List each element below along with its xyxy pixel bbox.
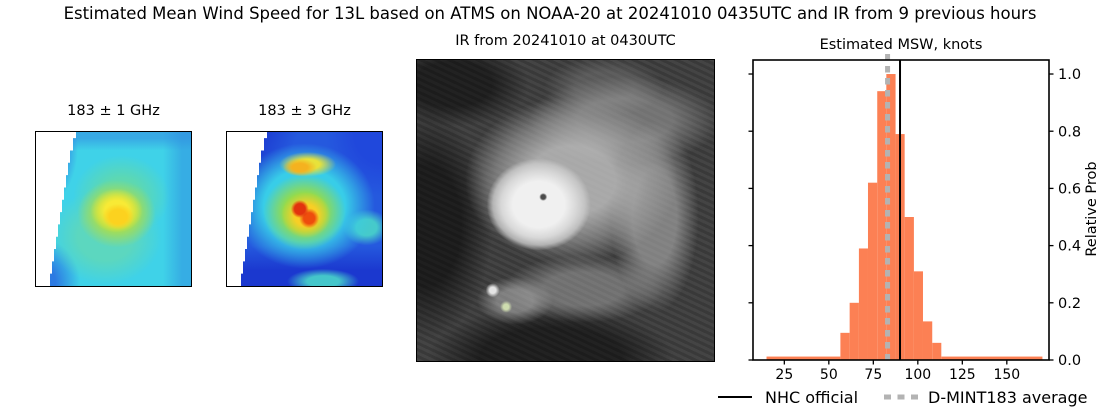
histogram-bar xyxy=(941,356,1043,360)
histogram-bar xyxy=(858,248,868,360)
ir-panel xyxy=(416,59,715,362)
histogram-frame xyxy=(752,59,1050,361)
y-axis-tick-label: 0.2 xyxy=(1058,296,1081,312)
ir-hurricane-image xyxy=(417,60,714,361)
mw-panel-183pm3 xyxy=(226,131,383,287)
y-axis-tick-label: 0.4 xyxy=(1058,239,1081,255)
x-axis-tick-label: 150 xyxy=(993,367,1020,383)
histogram-svg: 25 50 75 100 125 150 0.0 0.2 0.4 0.6 0.8 1.0 Estimat… xyxy=(718,37,1100,407)
y-axis-tick-label: 0.8 xyxy=(1058,124,1081,140)
x-axis-tick-label: 75 xyxy=(864,367,882,383)
x-axis-tick-label: 25 xyxy=(775,367,793,383)
figure-suptitle: Estimated Mean Wind Speed for 13L based … xyxy=(63,4,1037,23)
histogram-bar xyxy=(877,91,887,360)
histogram-bar xyxy=(867,182,878,360)
mw1-panel-title: 183 ± 1 GHz xyxy=(67,103,160,119)
legend-dmint-label: D-MINT183 average xyxy=(928,388,1087,407)
mw-panel-183pm1 xyxy=(35,131,192,287)
hist-panel-title: Estimated MSW, knots xyxy=(820,37,983,53)
histogram-bar xyxy=(849,302,859,360)
ir-panel-title: IR from 20241010 at 0430UTC xyxy=(455,33,676,49)
histogram-bar xyxy=(886,74,896,360)
x-axis-tick-label: 50 xyxy=(820,367,838,383)
y-axis-tick-label: 1.0 xyxy=(1058,67,1081,83)
mw2-panel-title: 183 ± 3 GHz xyxy=(258,103,351,119)
histogram-bar xyxy=(922,321,933,360)
hist-ylabel: Relative Prob xyxy=(1084,161,1100,256)
y-axis-tick-label: 0.6 xyxy=(1058,181,1081,197)
x-axis-tick-label: 100 xyxy=(904,367,931,383)
legend-nhc-label: NHC official xyxy=(765,388,858,407)
x-axis-tick-label: 125 xyxy=(949,367,976,383)
histogram-bar xyxy=(904,217,914,360)
y-axis-tick-label: 0.0 xyxy=(1058,353,1081,369)
histogram-bar xyxy=(932,342,942,360)
histogram-bar xyxy=(766,356,841,360)
histogram-bar xyxy=(840,332,850,360)
histogram-bar xyxy=(913,271,923,360)
